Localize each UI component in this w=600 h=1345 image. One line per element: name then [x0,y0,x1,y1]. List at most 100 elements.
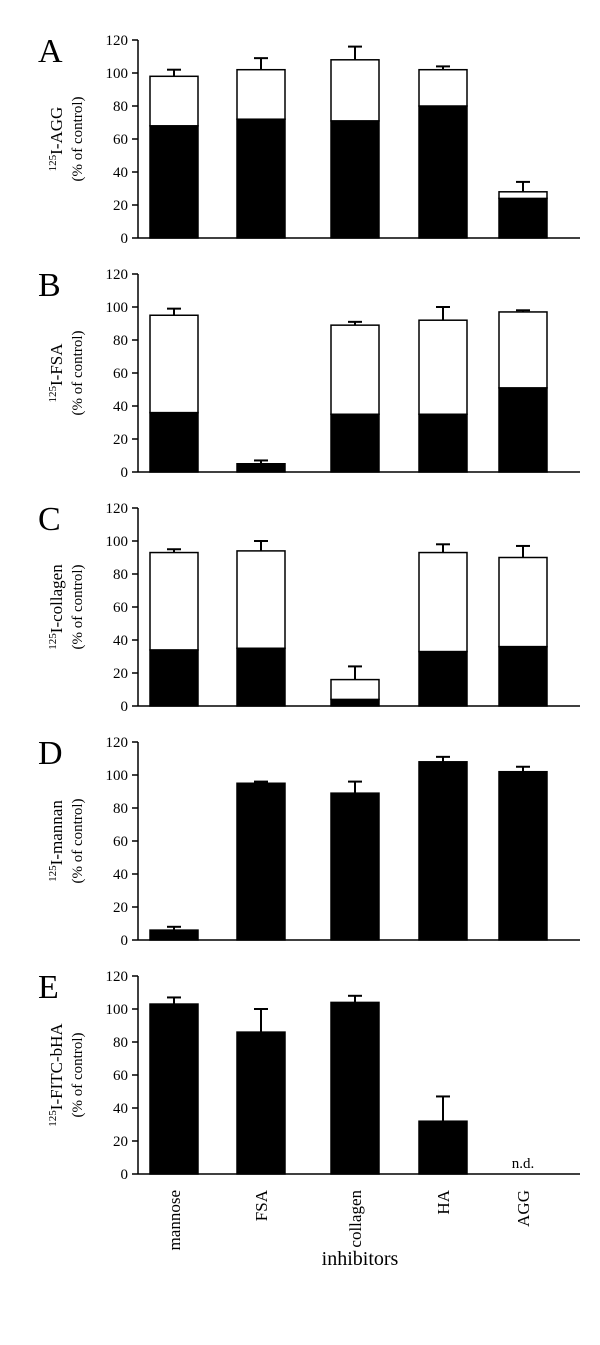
y-tick-label: 40 [113,399,128,415]
y-axis-sublabel: (% of control) [70,97,86,182]
panel-a: A 125I-AGG (% of control) 0 20 40 60 80 100 120 [38,33,580,247]
bar-AGG-segment-2 [498,556,548,648]
y-tick-label: 60 [113,834,128,850]
bar-mannose-segment-2 [149,75,199,127]
bar-FSA-segment-1 [236,782,286,941]
y-tick-label: 100 [106,66,129,82]
y-tick-label: 0 [121,1167,129,1183]
y-axis-label: 125I-mannan [47,800,66,882]
bar-mannose-segment-2 [149,551,199,651]
bar-AGG-segment-1 [498,770,548,941]
y-tick-label: 80 [113,567,128,583]
y-tick-label: 100 [106,300,129,316]
y-tick-label: 80 [113,99,128,115]
isotope-superscript: 125 [47,865,59,882]
bar-HA-segment-2 [418,319,468,416]
y-tick-label: 120 [106,735,129,751]
y-axis-sublabel: (% of control) [70,331,86,416]
isotope-superscript: 125 [47,633,59,650]
isotope-superscript: 125 [47,386,59,403]
bar-FSA-segment-1 [236,463,286,473]
x-tick-label-FSA: FSA [252,1189,271,1221]
bar-AGG-segment-1 [498,197,548,239]
isotope-superscript: 125 [47,1110,59,1127]
y-tick-label: 40 [113,165,128,181]
bar-HA-segment-1 [418,1120,468,1175]
y-tick-label: 120 [106,267,129,283]
y-axis-label-main: I-FITC-bHA [47,1023,66,1111]
bar-FSA-segment-1 [236,118,286,239]
panel-label: C [38,501,61,538]
panel-label: A [38,33,63,70]
y-tick-label: 120 [106,969,129,985]
y-tick-label: 0 [121,933,129,949]
x-tick-label-HA: HA [434,1189,453,1214]
y-tick-label: 40 [113,867,128,883]
panel-label: D [38,735,63,772]
bar-FSA-segment-1 [236,1031,286,1175]
y-tick-label: 20 [113,666,128,682]
y-tick-label: 80 [113,333,128,349]
y-tick-label: 100 [106,534,129,550]
y-tick-label: 0 [121,465,129,481]
bar-collagen-segment-2 [330,59,380,122]
y-tick-label: 40 [113,1101,128,1117]
bar-collagen-segment-2 [330,678,380,701]
bar-AGG-segment-2 [498,191,548,200]
bar-AGG-segment-1 [498,387,548,473]
y-axis-label-main: I-FSA [47,343,66,386]
y-axis-label: 125I-FSA [47,343,66,403]
bar-mannose-segment-1 [149,1003,199,1175]
bar-mannose-segment-1 [149,649,199,707]
y-tick-label: 100 [106,1002,129,1018]
y-tick-label: 80 [113,801,128,817]
bar-collagen-segment-1 [330,698,380,707]
y-tick-label: 60 [113,366,128,382]
bar-mannose-segment-2 [149,314,199,414]
y-tick-label: 120 [106,501,129,517]
bar-HA-segment-1 [418,761,468,941]
panel-label: B [38,267,61,304]
y-axis-sublabel: (% of control) [70,799,86,884]
y-tick-label: 80 [113,1035,128,1051]
y-tick-label: 100 [106,768,129,784]
x-tick-label-collagen: collagen [346,1190,365,1248]
y-axis-label: 125I-AGG [47,107,66,172]
bar-mannose-segment-1 [149,411,199,473]
bar-HA-segment-1 [418,105,468,239]
panel-c: C 125I-collagen (% of control) 0 20 40 60 80 100… [38,501,580,715]
bar-collagen-segment-2 [330,324,380,415]
y-axis-label-main: I-collagen [47,564,66,633]
x-axis-title: inhibitors [322,1248,399,1270]
y-tick-label: 0 [121,231,129,247]
panel-d: D 125I-mannan (% of control) 0 20 40 60 80 100 12… [38,735,580,949]
y-tick-label: 20 [113,198,128,214]
bar-mannose-segment-1 [149,929,199,941]
y-axis-label-main: I-mannan [47,800,66,866]
x-tick-label-AGG: AGG [514,1190,533,1227]
bar-AGG-segment-1 [498,645,548,707]
bar-collagen-segment-1 [330,413,380,473]
y-tick-label: 60 [113,600,128,616]
bar-HA-segment-1 [418,413,468,473]
bar-FSA-segment-2 [236,550,286,650]
bar-HA-segment-1 [418,650,468,707]
y-axis-sublabel: (% of control) [70,565,86,650]
panel-e: E 125I-FITC-bHA (% of control) 0 20 40 60 80 100… [38,969,580,1183]
y-tick-label: 60 [113,1068,128,1084]
bar-collagen-segment-1 [330,1001,380,1175]
y-axis-label-main: I-AGG [47,107,66,155]
bar-mannose-segment-1 [149,125,199,239]
y-tick-label: 20 [113,1134,128,1150]
y-tick-label: 20 [113,900,128,916]
bar-collagen-segment-1 [330,120,380,239]
bar-FSA-segment-2 [236,68,286,120]
y-axis-label: 125I-FITC-bHA [47,1023,66,1127]
y-tick-label: 40 [113,633,128,649]
x-tick-label-mannose: mannose [165,1190,184,1250]
panel-b: B 125I-FSA (% of control) 0 20 40 60 80 100 120 [38,267,580,481]
bar-HA-segment-2 [418,68,468,107]
y-axis-label: 125I-collagen [47,564,66,650]
bar-AGG-segment-2 [498,311,548,389]
